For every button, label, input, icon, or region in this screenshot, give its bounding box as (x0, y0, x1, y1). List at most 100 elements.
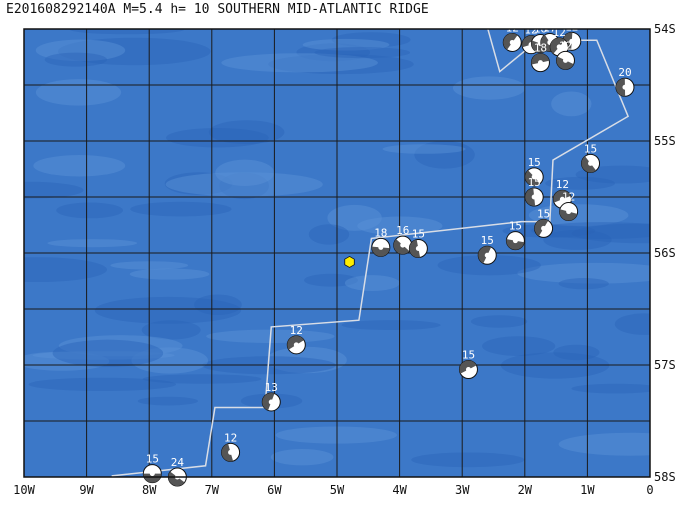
beachball-center (541, 225, 547, 231)
focal-mechanism: 20 (615, 66, 635, 97)
event-depth-label: 15 (412, 228, 425, 241)
beachball-compression-quadrant (262, 392, 275, 411)
bathymetry-patch (215, 159, 275, 186)
latitude-label: 55S (654, 134, 676, 148)
focal-mechanism: 15 (524, 156, 544, 187)
bathymetry-patch (129, 268, 210, 280)
longitude-label: 3W (455, 483, 470, 497)
beachball-center (562, 57, 568, 63)
beachball-compression-quadrant (615, 78, 626, 97)
bathymetry-patch (553, 344, 600, 361)
bathymetry-patch (296, 43, 371, 62)
bathymetry-patch (341, 320, 441, 331)
beachball-center (569, 38, 575, 44)
bathymetry-patch (517, 262, 650, 284)
bathymetry-patch (528, 204, 629, 227)
event-depth-label: 15 (528, 176, 541, 189)
bathymetry-patch (382, 144, 466, 154)
beachball-center (556, 44, 562, 50)
bathymetry-patch (35, 39, 126, 62)
event-depth-label: 18 (374, 226, 387, 239)
bathymetry-patch (331, 32, 411, 48)
bathymetry-patch (130, 201, 232, 217)
event-depth-label: 12 (224, 431, 237, 444)
beachball-center (588, 160, 594, 166)
bathymetry-patch (208, 120, 285, 145)
beachball-compression-quadrant (559, 209, 578, 221)
bathymetry-patch (52, 339, 164, 367)
bathymetry-patch (530, 222, 650, 239)
beachball-center (465, 366, 471, 372)
map-frame (23, 28, 651, 478)
event-depth-label: 15 (146, 453, 159, 466)
bathymetry-patch (142, 374, 262, 384)
event-depth-label: 15 (481, 234, 494, 247)
event-depth-label: 15 (509, 220, 522, 233)
focal-mechanism: 24 (167, 456, 187, 487)
beachball-compression-quadrant (553, 190, 571, 203)
bathymetry-patch (470, 315, 528, 328)
focal-mechanism: 15 (534, 207, 554, 238)
bathymetry-patch (304, 273, 358, 287)
event-depth-label: 20 (618, 66, 631, 79)
bathymetry-patch (452, 76, 526, 100)
event-depth-label: 24 (171, 456, 185, 469)
epicenter-hexagon-icon (344, 255, 355, 268)
longitude-labels: 10W 9W 8W 7W 6W 5W 4W 3W 2W 1W 0 (13, 483, 653, 497)
event-depth-label: 13 (265, 381, 278, 394)
bathymetry-patch (219, 172, 269, 200)
event-depth-label: 12 (553, 26, 566, 39)
bathymetry-patch (571, 223, 650, 244)
bathymetry-patch (437, 255, 541, 276)
focal-mechanism: 12 (502, 21, 522, 52)
bathymetry-patch (58, 335, 183, 357)
bathymetry-patch (411, 452, 525, 468)
focal-mechanism: 15 (142, 453, 162, 484)
event-depth-label: 12 (556, 178, 569, 191)
beachball-compression-quadrant (371, 246, 390, 257)
bathymetry-patch (165, 172, 323, 197)
bathymetry-patch (56, 202, 124, 219)
bathymetry-patch (571, 383, 650, 394)
focal-mechanism: 12 (559, 191, 579, 222)
beachball-center (531, 194, 537, 200)
bathymetry-patch (545, 176, 615, 190)
beachball-compression-quadrant (478, 246, 492, 264)
beachball-compression-quadrant (525, 188, 536, 206)
bathymetry-patch (137, 396, 198, 406)
longitude-label: 7W (205, 483, 220, 497)
latitude-label: 58S (654, 470, 676, 484)
event-depth-label: 15 (584, 142, 597, 155)
bathymetry-patch (302, 38, 390, 51)
focal-mechanism: 12 (286, 324, 306, 355)
beachball-center (509, 39, 515, 45)
event-depth-label: 12 (506, 21, 519, 34)
focal-mechanism: 16 (393, 224, 413, 255)
bathymetry-patch (414, 140, 475, 169)
bathymetry-patch (270, 448, 334, 466)
event-depth-label: 12 (562, 191, 575, 204)
bathymetry-patch (131, 347, 209, 374)
beachball-compression-quadrant (531, 53, 550, 65)
focal-mechanism: 15 (458, 348, 478, 379)
event-depth-label: 12 (290, 324, 303, 337)
longitude-label: 8W (142, 483, 157, 497)
beachball-center (378, 244, 384, 250)
beachball-center (512, 238, 518, 244)
event-depth-label: 15 (537, 207, 550, 220)
bathymetry-patch (32, 351, 175, 360)
longitude-label: 6W (267, 483, 282, 497)
focal-mechanism: 15 (408, 228, 428, 259)
beachball-center (531, 174, 537, 180)
focal-mechanism: 15 (477, 234, 497, 265)
bathymetry-patch (308, 224, 350, 245)
beachball-compression-quadrant (409, 239, 421, 258)
bathymetry-patch (314, 46, 411, 59)
bathymetry-patch (275, 426, 397, 444)
longitude-label: 1W (580, 483, 595, 497)
bathymetry-patch (166, 128, 269, 148)
latitude-labels: 54S 55S 56S 57S 58S (654, 22, 676, 484)
bathymetry-patch (543, 229, 612, 250)
